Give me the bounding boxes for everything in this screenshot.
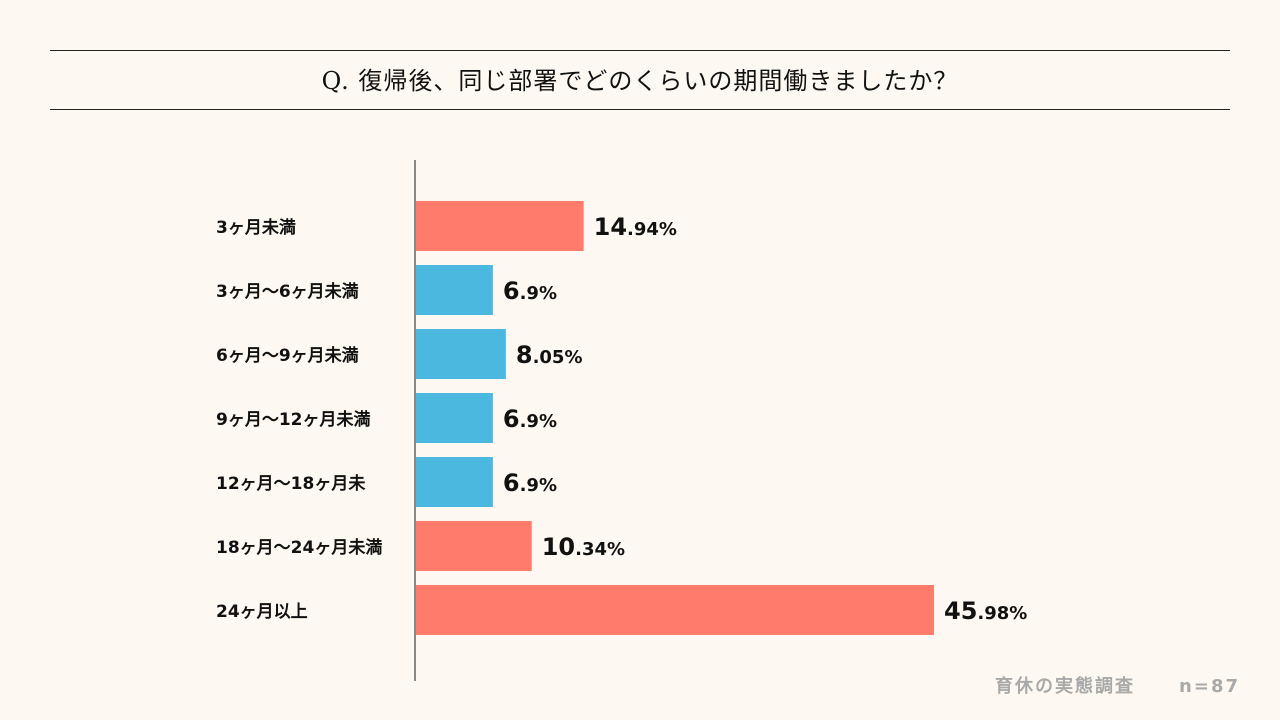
value-label-6: 45.98% xyxy=(944,597,1027,625)
bar-6 xyxy=(415,585,934,635)
category-label-5: 18ヶ月〜24ヶ月未満 xyxy=(216,537,382,558)
category-label-1: 3ヶ月〜6ヶ月未満 xyxy=(216,281,359,302)
bar-0 xyxy=(415,201,584,251)
category-label-6: 24ヶ月以上 xyxy=(216,602,308,622)
bar-4 xyxy=(415,457,493,507)
bar-1 xyxy=(415,265,493,315)
value-label-5: 10.34% xyxy=(542,533,625,561)
chart-title: Q. 復帰後、同じ部署でどのくらいの期間働きましたか？ xyxy=(321,67,959,95)
value-label-1: 6.9% xyxy=(503,277,557,305)
sample-size: n=87 xyxy=(1179,676,1240,697)
category-label-3: 9ヶ月〜12ヶ月未満 xyxy=(216,409,371,430)
value-label-0: 14.94% xyxy=(594,213,677,241)
survey-source: 育休の実態調査 xyxy=(995,676,1136,697)
footer: 育休の実態調査 n=87 xyxy=(995,672,1240,698)
bar-3 xyxy=(415,393,493,443)
title-rule-bottom xyxy=(50,109,1230,110)
bar-5 xyxy=(415,521,532,571)
bar-2 xyxy=(415,329,506,379)
category-label-4: 12ヶ月〜18ヶ月未 xyxy=(216,473,365,494)
value-label-3: 6.9% xyxy=(503,405,557,433)
title-rule-top xyxy=(50,50,1230,51)
category-label-0: 3ヶ月未満 xyxy=(216,217,296,238)
value-label-2: 8.05% xyxy=(516,341,583,369)
value-label-4: 6.9% xyxy=(503,469,557,497)
category-label-2: 6ヶ月〜9ヶ月未満 xyxy=(216,345,359,366)
